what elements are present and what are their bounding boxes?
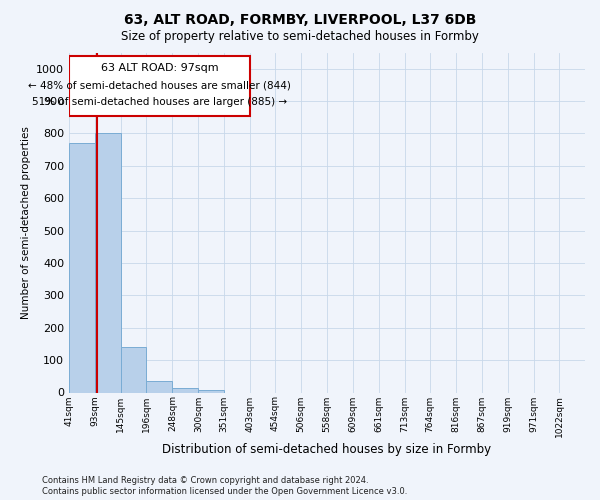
Bar <box>69 143 95 392</box>
Bar <box>199 390 224 392</box>
Bar <box>172 388 199 392</box>
Text: Contains HM Land Registry data © Crown copyright and database right 2024.: Contains HM Land Registry data © Crown c… <box>42 476 368 485</box>
X-axis label: Distribution of semi-detached houses by size in Formby: Distribution of semi-detached houses by … <box>163 442 491 456</box>
Text: 51% of semi-detached houses are larger (885) →: 51% of semi-detached houses are larger (… <box>32 98 287 108</box>
Bar <box>95 134 121 392</box>
Text: Contains public sector information licensed under the Open Government Licence v3: Contains public sector information licen… <box>42 488 407 496</box>
Bar <box>121 347 146 393</box>
Bar <box>69 56 250 116</box>
Text: 63, ALT ROAD, FORMBY, LIVERPOOL, L37 6DB: 63, ALT ROAD, FORMBY, LIVERPOOL, L37 6DB <box>124 12 476 26</box>
Y-axis label: Number of semi-detached properties: Number of semi-detached properties <box>20 126 31 319</box>
Text: ← 48% of semi-detached houses are smaller (844): ← 48% of semi-detached houses are smalle… <box>28 80 291 90</box>
Text: 63 ALT ROAD: 97sqm: 63 ALT ROAD: 97sqm <box>101 62 218 72</box>
Bar <box>146 381 172 392</box>
Text: Size of property relative to semi-detached houses in Formby: Size of property relative to semi-detach… <box>121 30 479 43</box>
